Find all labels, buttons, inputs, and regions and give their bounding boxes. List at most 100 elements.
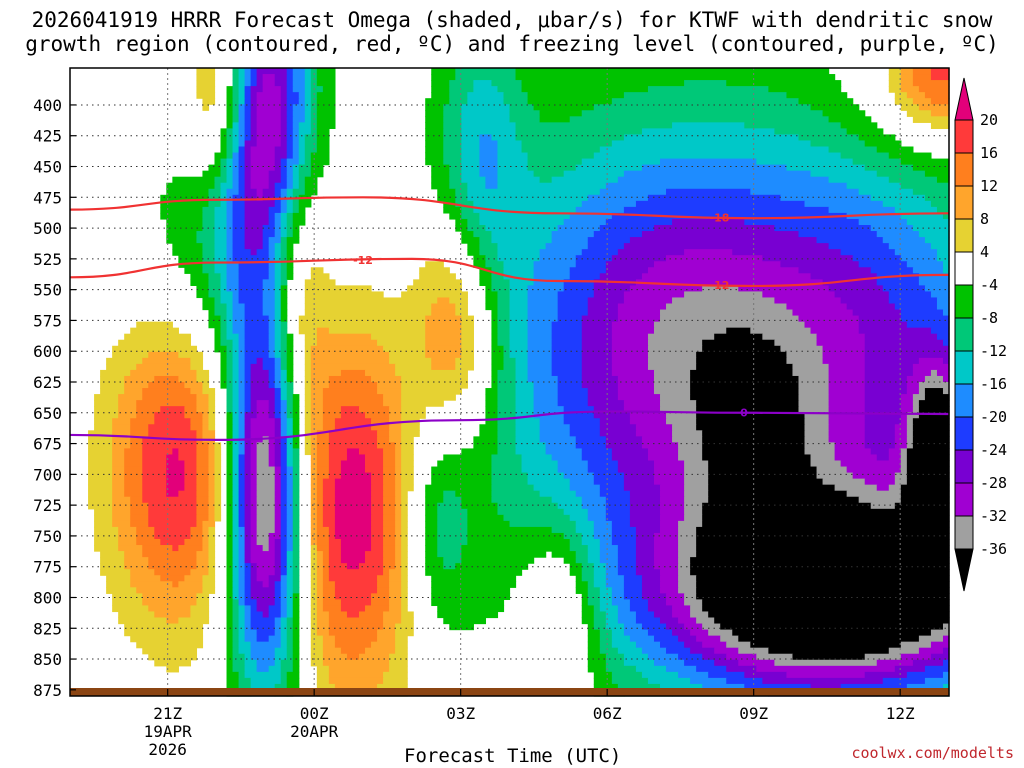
- omega-cell: [250, 563, 258, 570]
- omega-cell: [226, 587, 234, 594]
- omega-cell: [936, 249, 950, 256]
- omega-cell: [142, 599, 198, 607]
- omega-cell: [696, 617, 715, 625]
- omega-cell: [292, 134, 300, 142]
- omega-cell: [395, 629, 414, 637]
- omega-cell: [292, 146, 300, 154]
- omega-cell: [750, 327, 812, 335]
- credit-link[interactable]: coolwx.com/modelts: [851, 744, 1014, 762]
- omega-cell: [437, 551, 462, 558]
- omega-cell: [226, 653, 234, 661]
- omega-cell: [100, 551, 125, 558]
- omega-cell: [437, 297, 450, 305]
- omega-cell: [533, 484, 571, 492]
- omega-cell: [214, 472, 222, 480]
- omega-cell: [593, 532, 613, 540]
- omega-cell: [280, 267, 288, 274]
- omega-cell: [220, 285, 228, 293]
- omega-cell: [678, 575, 697, 582]
- omega-cell: [220, 158, 228, 166]
- omega-cell: [666, 412, 697, 419]
- omega-cell: [647, 194, 782, 202]
- omega-cell: [479, 134, 493, 142]
- omega-cell: [310, 152, 330, 160]
- omega-cell: [280, 369, 288, 377]
- omega-cell: [274, 351, 282, 359]
- omega-cell: [515, 448, 547, 456]
- omega-cell: [888, 454, 902, 462]
- omega-cell: [672, 605, 691, 613]
- omega-cell: [286, 587, 294, 594]
- omega-cell: [280, 339, 288, 347]
- omega-cell: [184, 267, 204, 274]
- omega-cell: [437, 502, 462, 510]
- omega-cell: [274, 557, 282, 564]
- omega-cell: [786, 357, 824, 365]
- omega-cell: [202, 412, 210, 419]
- omega-cell: [130, 369, 198, 377]
- omega-cell: [539, 418, 565, 425]
- omega-cell: [611, 454, 649, 462]
- omega-cell: [322, 484, 336, 492]
- omega-cell: [533, 406, 565, 413]
- omega-cell: [702, 653, 727, 661]
- omega-cell: [678, 545, 697, 552]
- omega-cell: [268, 339, 276, 347]
- omega-cell: [461, 122, 517, 129]
- omega-cell: [286, 110, 294, 117]
- omega-cell: [292, 647, 300, 655]
- omega-cell: [292, 68, 306, 75]
- omega-cell: [244, 551, 252, 558]
- omega-cell: [930, 291, 950, 299]
- omega-cell: [292, 502, 300, 510]
- omega-cell: [250, 182, 270, 190]
- omega-cell: [286, 539, 294, 546]
- omega-cell: [328, 563, 348, 570]
- omega-cell: [696, 635, 721, 643]
- omega-cell: [485, 261, 505, 268]
- omega-cell: [587, 587, 601, 594]
- omega-cell: [238, 170, 246, 178]
- omega-cell: [605, 569, 619, 576]
- omega-cell: [509, 279, 535, 286]
- omega-cell: [280, 466, 288, 474]
- omega-cell: [647, 448, 679, 456]
- colorbar-label: -32: [980, 507, 1007, 525]
- omega-cell: [280, 442, 288, 450]
- omega-cell: [328, 545, 342, 552]
- omega-cell: [280, 122, 288, 129]
- omega-cell: [202, 418, 210, 425]
- omega-cell: [238, 345, 246, 353]
- omega-cell: [936, 303, 950, 311]
- omega-cell: [491, 345, 505, 353]
- omega-cell: [653, 659, 685, 667]
- omega-cell: [702, 285, 739, 293]
- omega-cell: [371, 514, 384, 522]
- omega-cell: [647, 267, 800, 274]
- omega-cell: [244, 448, 252, 456]
- omega-cell: [142, 545, 173, 552]
- omega-cell: [244, 382, 252, 389]
- omega-cell: [912, 430, 950, 437]
- omega-cell: [798, 267, 872, 274]
- omega-cell: [581, 249, 619, 256]
- omega-cell: [238, 363, 246, 371]
- omega-cell: [900, 496, 950, 504]
- y-tick-label: 750: [33, 527, 62, 546]
- omega-cell: [328, 375, 372, 383]
- omega-cell: [581, 315, 619, 323]
- omega-cell: [304, 375, 312, 383]
- omega-cell: [130, 424, 149, 431]
- omega-cell: [286, 629, 294, 637]
- omega-cell: [828, 176, 890, 184]
- omega-cell: [527, 369, 553, 377]
- omega-cell: [864, 351, 950, 359]
- omega-cell: [208, 496, 216, 504]
- omega-cell: [395, 442, 402, 450]
- omega-cell: [876, 454, 890, 462]
- omega-cell: [533, 273, 571, 280]
- omega-cell: [569, 430, 601, 437]
- omega-cell: [515, 424, 541, 431]
- omega-cell: [401, 563, 408, 570]
- omega-cell: [130, 430, 149, 437]
